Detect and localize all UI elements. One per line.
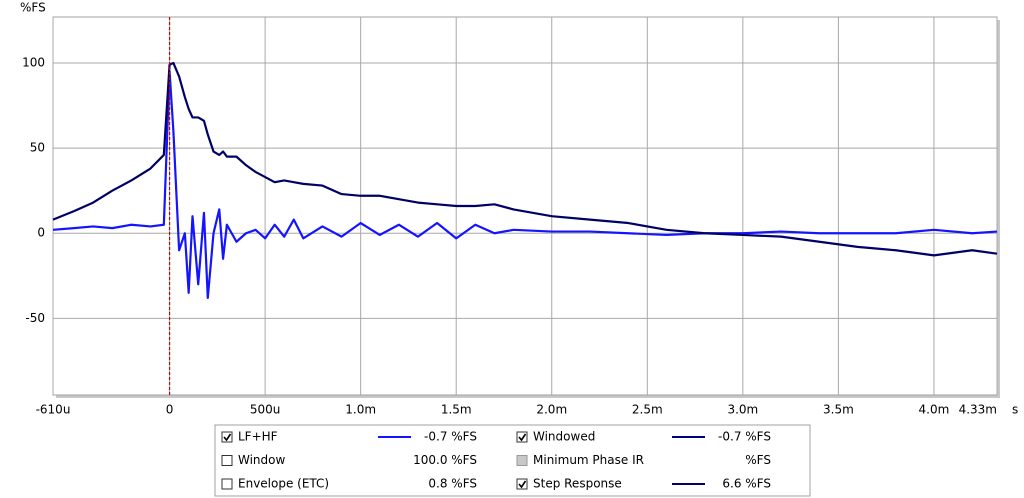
series-line — [52, 61, 998, 257]
legend-label[interactable]: Envelope (ETC) — [238, 477, 329, 491]
legend-label[interactable]: Step Response — [533, 477, 622, 491]
legend-readout: -0.7 %FS — [718, 430, 771, 444]
y-tick-label: 0 — [37, 226, 45, 240]
legend-label[interactable]: Windowed — [533, 430, 595, 444]
x-tick-label: 3.0m — [727, 403, 758, 417]
series-line — [52, 70, 998, 300]
y-tick-label: 50 — [30, 141, 45, 155]
checkbox[interactable] — [221, 431, 233, 443]
y-tick-label: -50 — [25, 311, 45, 325]
checkmark — [518, 433, 527, 442]
legend-readout: %FS — [745, 453, 771, 467]
legend-panel — [214, 424, 811, 497]
x-tick-label: 1.5m — [441, 403, 472, 417]
checkbox[interactable] — [516, 431, 528, 443]
checkbox[interactable] — [516, 455, 528, 466]
legend-readout: 6.6 %FS — [722, 477, 771, 491]
checkmark — [223, 433, 232, 442]
legend-readout: -0.7 %FS — [424, 430, 477, 444]
y-axis-label: %FS — [20, 1, 46, 15]
legend-readout: 100.0 %FS — [413, 453, 477, 467]
checkmark — [518, 480, 527, 489]
x-tick-label: 2.5m — [632, 403, 663, 417]
x-tick-label: 4.33m — [959, 403, 997, 417]
x-tick-label: 0 — [166, 403, 174, 417]
x-tick-label: 2.0m — [536, 403, 567, 417]
x-tick-label: 1.0m — [345, 403, 376, 417]
legend-label[interactable]: LF+HF — [238, 430, 278, 444]
checkbox[interactable] — [221, 455, 233, 466]
legend-label[interactable]: Minimum Phase IR — [533, 453, 644, 467]
x-tick-label: 500u — [250, 403, 281, 417]
x-tick-label: 3.5m — [823, 403, 854, 417]
plot-area — [52, 16, 998, 396]
y-tick-label: 100 — [22, 55, 45, 69]
checkbox[interactable] — [516, 478, 528, 490]
x-tick-label: -610u — [36, 403, 71, 417]
legend-readout: 0.8 %FS — [428, 477, 477, 491]
x-axis-unit: s — [1012, 403, 1018, 417]
checkbox[interactable] — [221, 478, 233, 490]
x-tick-label: 4.0m — [919, 403, 950, 417]
legend-label[interactable]: Window — [238, 453, 286, 467]
